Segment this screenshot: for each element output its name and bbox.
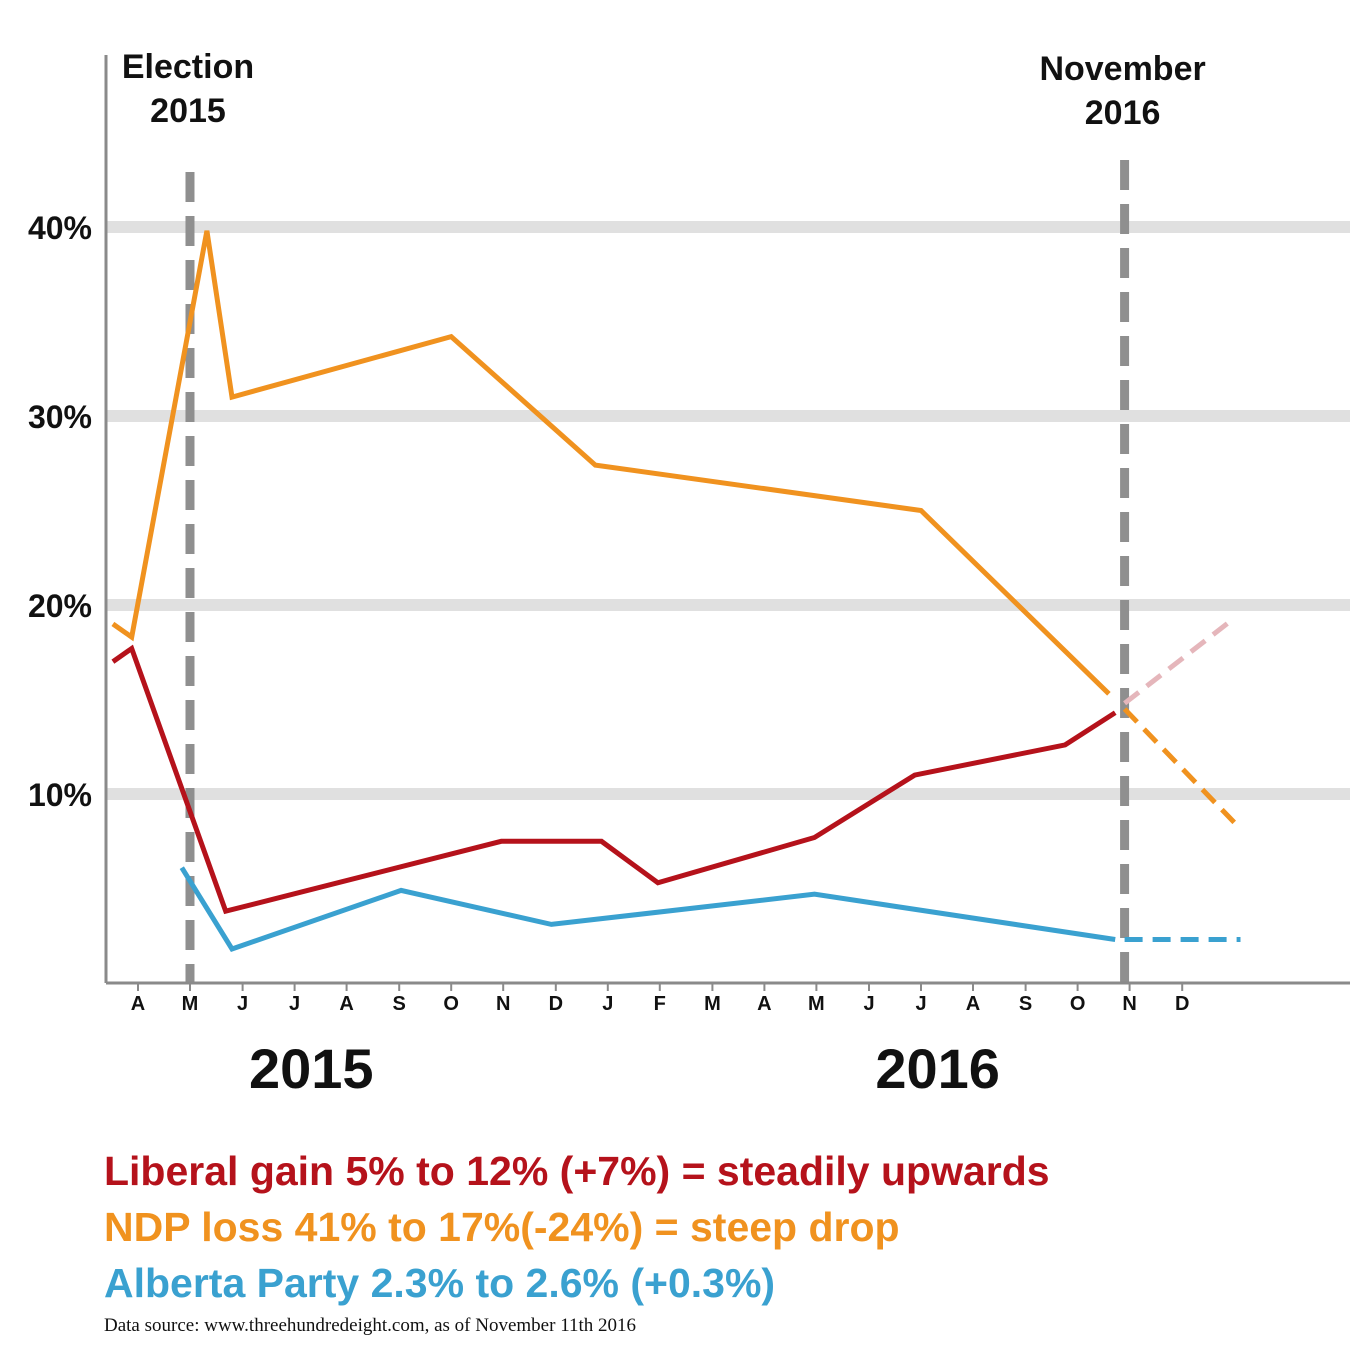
axes (104, 55, 1350, 991)
y-tick-label-30: 30% (28, 399, 92, 435)
ndp-summary: NDP loss 41% to 17%(-24%) = steep drop (104, 1204, 900, 1250)
month-label-10: F (654, 993, 666, 1015)
y-tick-label-10: 10% (28, 777, 92, 813)
month-label-1: M (182, 993, 199, 1015)
month-label-2: J (237, 993, 248, 1015)
month-label-12: A (757, 993, 771, 1015)
liberal-series-line (111, 644, 1117, 915)
month-label-16: A (966, 993, 980, 1015)
month-label-8: D (549, 993, 563, 1015)
month-label-0: A (131, 993, 145, 1015)
month-label-20: D (1175, 993, 1189, 1015)
year-label-2016: 2016 (875, 1037, 1000, 1100)
month-label-11: M (704, 993, 721, 1015)
month-label-3: J (289, 993, 300, 1015)
month-label-13: M (808, 993, 825, 1015)
election-2015-label-line-2: 2015 (150, 92, 226, 130)
month-label-17: S (1019, 993, 1032, 1015)
ndp-series-line (111, 230, 1111, 696)
month-label-6: O (443, 993, 459, 1015)
gridlines (106, 221, 1350, 800)
series-lines (111, 230, 1241, 953)
november-2016-label-line-1: November (1039, 50, 1205, 88)
month-label-9: J (602, 993, 613, 1015)
ndp-projection-line (1122, 707, 1236, 825)
axis-labels: 10% 20% 30% 40% Election 2015 November 2016 A M J J… (28, 48, 1206, 1100)
month-label-14: J (863, 993, 874, 1015)
month-label-15: J (915, 993, 926, 1015)
alberta-party-summary: Alberta Party 2.3% to 2.6% (+0.3%) (104, 1260, 776, 1306)
liberal-summary: Liberal gain 5% to 12% (+7%) = steadily … (104, 1148, 1050, 1194)
event-markers (185, 160, 1130, 983)
data-source-note: Data source: www.threehundredeight.com, … (104, 1315, 637, 1336)
month-label-19: N (1122, 993, 1136, 1015)
month-label-4: A (339, 993, 353, 1015)
month-label-5: S (393, 993, 406, 1015)
alberta-party-series-line (179, 866, 1116, 953)
november-2016-label-line-2: 2016 (1085, 94, 1161, 132)
month-label-18: O (1070, 993, 1086, 1015)
year-label-2015: 2015 (249, 1037, 374, 1100)
poll-line-chart: 10% 20% 30% 40% Election 2015 November 2016 A M J J… (28, 48, 1350, 1100)
y-tick-label-20: 20% (28, 588, 92, 624)
y-tick-label-40: 40% (28, 210, 92, 246)
liberal-projection-line (1123, 616, 1236, 706)
election-2015-label-line-1: Election (122, 48, 254, 86)
month-label-7: N (496, 993, 510, 1015)
